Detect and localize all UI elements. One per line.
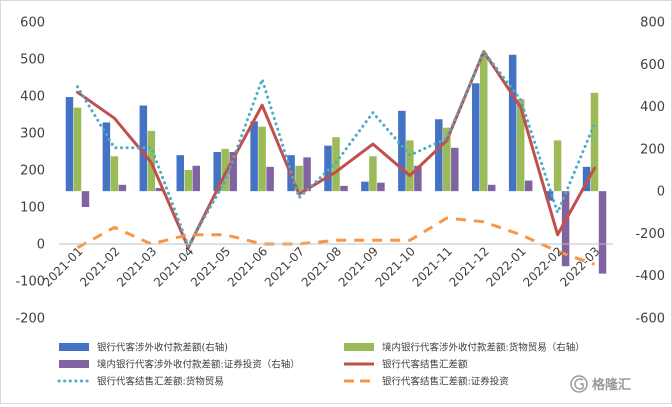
- x-tick-label: 2021-11: [410, 244, 455, 289]
- bar-1-2021-04: [176, 155, 185, 192]
- x-tick-label: 2021-06: [225, 244, 270, 289]
- brand-watermark: 格隆汇: [570, 375, 631, 393]
- bar-1-2021-05: [213, 152, 221, 192]
- y-right-tick-label: 800: [640, 16, 665, 31]
- bar-3-2021-12: [487, 184, 496, 192]
- bar-2-2022-03: [590, 92, 599, 192]
- bar-3-2022-03: [598, 191, 607, 274]
- x-axis-ticks: 2021-012021-022021-032021-042021-052021-…: [40, 244, 602, 289]
- bar-2-2021-05: [221, 148, 229, 192]
- bar-3-2022-02: [561, 191, 570, 267]
- bar-2-2021-09: [369, 156, 377, 192]
- legend-label-5: 银行代客结售汇差额:货物贸易: [97, 376, 224, 388]
- bar-1-2022-02: [545, 191, 554, 201]
- x-tick-label: 2021-04: [151, 244, 196, 289]
- legend-swatch-2: [344, 343, 374, 351]
- bar-3-2021-03: [155, 187, 164, 192]
- bar-1-2021-02: [102, 122, 111, 192]
- bar-3-2021-11: [451, 147, 459, 192]
- bar-3-2021-02: [118, 184, 127, 192]
- bar-2-2021-10: [406, 140, 414, 192]
- x-tick-label: 2021-07: [262, 244, 307, 289]
- line-series-1: [75, 50, 597, 250]
- bar-2-2021-06: [258, 126, 266, 192]
- y-right-tick-label: 400: [640, 100, 665, 115]
- legend: 银行代客涉外收付款差额(右轴) 境内银行代客涉外收付款差额:货物贸易（右轴） 境内银…: [57, 342, 585, 388]
- y-axis-right: 800 600 400 200 0 -200 -400 -600: [635, 16, 665, 327]
- y-left-tick-label: 100: [20, 201, 45, 216]
- brand-text: 格隆汇: [592, 377, 631, 393]
- x-tick-label: 2021-05: [188, 244, 233, 289]
- y-right-tick-label: -600: [635, 312, 665, 327]
- y-left-tick-label: -200: [15, 312, 45, 327]
- bar-3-2021-06: [266, 166, 274, 192]
- bar-2-2022-02: [553, 140, 562, 192]
- bar-2-2021-08: [332, 137, 340, 192]
- y-left-tick-label: -100: [15, 275, 45, 290]
- bar-1-2021-09: [361, 181, 369, 192]
- y-right-tick-label: -400: [635, 269, 665, 284]
- legend-label-3: 境内银行代客涉外收付款差额:证券投资（右轴）: [97, 359, 300, 371]
- y-left-tick-label: 200: [20, 164, 45, 179]
- bar-3-2021-10: [414, 165, 422, 192]
- y-axis-left: 600 500 400 300 200 100 0 -100 -200: [15, 16, 45, 327]
- line-layer: [75, 50, 597, 266]
- bar-1-2021-06: [250, 121, 258, 192]
- legend-swatch-3: [59, 360, 89, 368]
- bar-1-2021-12: [471, 83, 480, 192]
- legend-label-4: 银行代客结售汇差额: [382, 359, 468, 371]
- brand-logo-icon: [570, 375, 588, 393]
- bar-3-2021-05: [229, 152, 237, 192]
- legend-label-6: 银行代客结售汇差额:证券投资: [382, 376, 509, 388]
- bar-3-2021-08: [340, 185, 348, 192]
- y-left-tick-label: 0: [37, 238, 45, 253]
- legend-label-2: 境内银行代客涉外收付款差额:货物贸易（右轴）: [382, 342, 585, 354]
- bar-2-2021-07: [295, 165, 303, 192]
- line-series-2: [75, 50, 597, 248]
- bar-2-2021-02: [110, 156, 119, 192]
- bar-layer: [65, 54, 607, 274]
- bar-1-2021-01: [65, 97, 74, 192]
- y-right-tick-label: 200: [640, 142, 665, 157]
- legend-label-1: 银行代客涉外收付款差额(右轴): [97, 342, 228, 354]
- y-left-tick-label: 300: [20, 127, 45, 142]
- x-tick-label: 2021-01: [40, 244, 85, 289]
- x-tick-label: 2021-08: [299, 244, 344, 289]
- y-left-tick-label: 400: [20, 90, 45, 105]
- bar-1-2021-08: [324, 145, 332, 192]
- bar-3-2021-01: [81, 191, 90, 207]
- y-right-tick-label: 600: [640, 58, 665, 73]
- x-tick-label: 2022-01: [483, 244, 528, 289]
- legend-swatch-1: [59, 343, 89, 351]
- bar-1-2021-10: [398, 110, 406, 192]
- bar-2-2022-01: [516, 99, 525, 192]
- bar-1-2022-03: [582, 166, 591, 192]
- y-right-tick-label: -200: [635, 227, 665, 242]
- y-left-tick-label: 500: [20, 53, 45, 68]
- bar-2-2021-12: [479, 54, 488, 192]
- x-tick-label: 2021-12: [446, 244, 491, 289]
- x-tick-label: 2021-03: [114, 244, 159, 289]
- bar-3-2021-09: [377, 182, 385, 192]
- bar-1-2022-01: [508, 54, 517, 192]
- bar-1-2021-11: [435, 119, 443, 192]
- y-left-tick-label: 600: [20, 16, 45, 31]
- bar-2-2021-04: [184, 170, 193, 192]
- bar-3-2021-07: [303, 157, 311, 192]
- bar-2-2021-11: [443, 127, 451, 192]
- y-right-tick-label: 0: [657, 185, 665, 200]
- x-tick-label: 2021-09: [336, 244, 381, 289]
- bar-2-2021-01: [73, 107, 82, 192]
- x-tick-label: 2021-02: [77, 244, 122, 289]
- x-tick-label: 2022-02: [520, 244, 565, 289]
- bar-3-2022-01: [524, 180, 533, 192]
- bar-3-2021-04: [192, 165, 201, 192]
- x-tick-label: 2021-10: [373, 244, 418, 289]
- line-series-3: [76, 216, 596, 266]
